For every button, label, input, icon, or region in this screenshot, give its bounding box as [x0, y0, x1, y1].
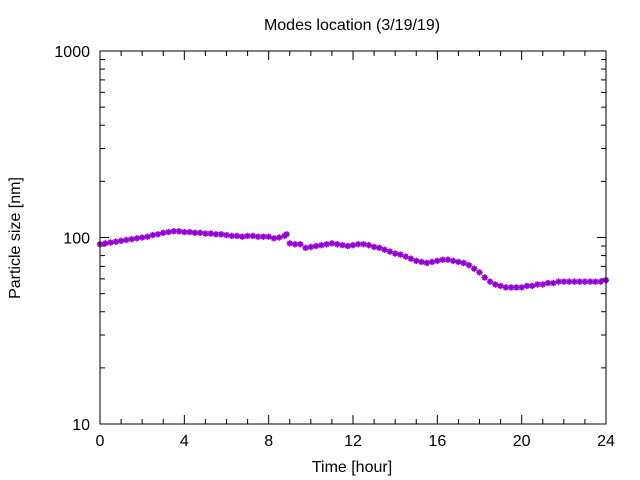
data-point: [476, 269, 483, 276]
chart-title: Modes location (3/19/19): [264, 17, 440, 34]
data-point: [444, 256, 452, 263]
data-point: [455, 258, 462, 266]
data-point: [186, 228, 193, 236]
data-point: [434, 257, 441, 265]
data-point: [117, 237, 125, 245]
data-point: [318, 241, 325, 249]
data-point: [112, 238, 120, 245]
data-point: [233, 232, 241, 240]
data-point: [339, 241, 346, 249]
x-tick-label: 4: [180, 433, 189, 450]
data-point: [312, 242, 320, 250]
data-point: [149, 231, 156, 239]
data-point: [481, 274, 488, 281]
data-point: [381, 246, 388, 253]
data-point: [228, 232, 235, 240]
data-point: [555, 278, 562, 285]
data-point: [565, 278, 573, 285]
data-point: [550, 279, 557, 287]
data-point: [460, 259, 467, 267]
axis-tick-labels: 0 4 8 12 16 20 24 10 100 1000: [54, 44, 615, 450]
data-point: [212, 231, 220, 238]
y-tick-label: 1000: [54, 44, 90, 61]
data-point: [323, 241, 330, 248]
x-axis-label: Time [hour]: [312, 459, 392, 476]
data-point: [418, 258, 425, 266]
data-point: [539, 281, 546, 288]
data-point: [529, 282, 536, 290]
data-point: [307, 243, 315, 251]
data-point: [328, 240, 336, 247]
data-point: [407, 255, 415, 262]
data-point: [270, 235, 278, 242]
axis-ticks: [99, 50, 607, 425]
data-point: [102, 240, 109, 247]
data-point: [502, 284, 510, 291]
data-point: [370, 243, 378, 251]
data-points: [96, 228, 610, 291]
data-point: [423, 259, 430, 267]
x-tick-label: 12: [344, 433, 362, 450]
data-point: [138, 234, 146, 241]
data-point: [260, 233, 267, 240]
data-point: [397, 251, 404, 258]
data-point: [471, 265, 478, 272]
data-point: [302, 244, 309, 252]
data-point: [344, 242, 351, 250]
data-point: [386, 248, 394, 255]
data-point: [123, 236, 130, 244]
data-point: [223, 231, 230, 239]
data-point: [107, 239, 114, 246]
plot-frame: [99, 50, 607, 425]
data-point: [492, 281, 499, 288]
y-tick-label: 10: [72, 417, 90, 434]
x-tick-label: 0: [96, 433, 105, 450]
y-tick-label: 100: [63, 231, 90, 248]
data-point: [449, 257, 457, 265]
data-point: [376, 244, 383, 252]
data-point: [518, 284, 525, 291]
data-point: [597, 278, 604, 285]
data-point: [133, 235, 141, 242]
data-point: [297, 241, 304, 248]
data-point: [465, 262, 473, 269]
data-point: [333, 241, 341, 248]
data-point: [486, 278, 494, 285]
data-point: [365, 241, 373, 249]
x-tick-label: 24: [597, 433, 615, 450]
data-point: [428, 258, 436, 266]
data-point: [128, 235, 135, 243]
data-point: [154, 231, 162, 238]
data-point: [286, 240, 293, 247]
data-point: [391, 250, 399, 257]
data-point: [592, 278, 599, 285]
data-point: [402, 253, 409, 260]
x-tick-label: 16: [428, 433, 446, 450]
data-point: [349, 241, 357, 249]
data-point: [283, 231, 290, 238]
data-point: [576, 278, 583, 285]
data-point: [265, 233, 272, 240]
data-point: [413, 257, 420, 265]
data-point: [360, 241, 367, 248]
data-point: [497, 282, 504, 290]
x-tick-label: 8: [264, 433, 273, 450]
data-point: [276, 234, 283, 241]
y-axis-label: Particle size [nm]: [7, 177, 24, 299]
data-point: [196, 229, 204, 236]
data-point: [144, 233, 151, 240]
x-tick-label: 20: [513, 433, 531, 450]
